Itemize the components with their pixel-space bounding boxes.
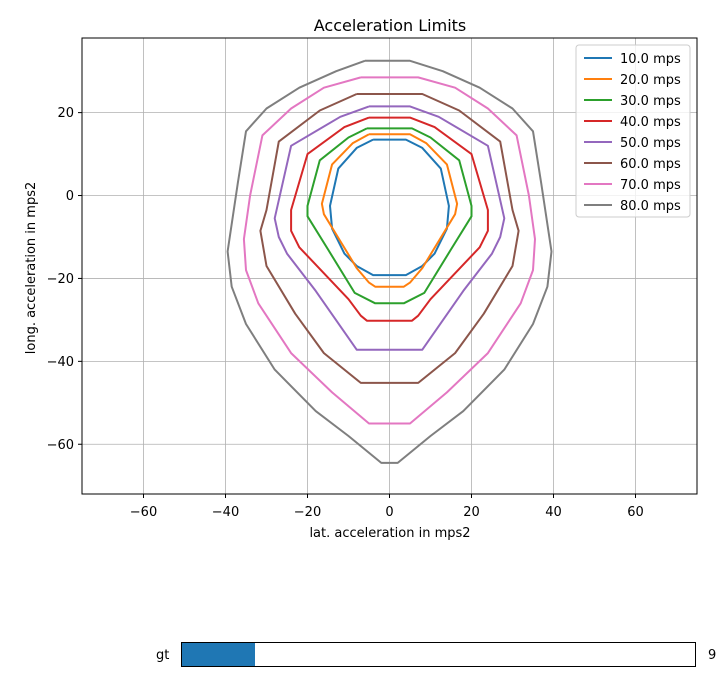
x-tick-label: −20 — [294, 505, 321, 520]
slider-label: gt — [156, 648, 170, 663]
gt-slider[interactable]: gt 9 — [0, 630, 724, 675]
series-line — [306, 127, 473, 305]
legend-label: 20.0 mps — [620, 73, 681, 88]
series-line — [290, 116, 489, 322]
y-axis-ticks: −60 −40 −20 0 20 — [47, 106, 82, 453]
chart-title: Acceleration Limits — [314, 16, 467, 35]
legend-label: 10.0 mps — [620, 52, 681, 67]
legend-label: 70.0 mps — [620, 178, 681, 193]
slider-value: 9 — [708, 648, 717, 663]
legend-label: 40.0 mps — [620, 115, 681, 130]
slider-track[interactable] — [181, 642, 696, 667]
y-tick-label: 20 — [57, 106, 74, 121]
y-axis-label: long. acceleration in mps2 — [24, 182, 39, 354]
x-tick-label: 20 — [463, 505, 480, 520]
slider-fill[interactable] — [182, 643, 256, 666]
legend-label: 30.0 mps — [620, 94, 681, 109]
y-tick-label: −60 — [47, 438, 74, 453]
x-axis-ticks: −60 −40 −20 0 20 40 60 — [130, 494, 644, 520]
y-tick-label: −20 — [47, 272, 74, 287]
series-line — [259, 93, 520, 384]
acceleration-limits-chart: Acceleration Limits −60 −40 −20 0 20 40 60 −60… — [24, 16, 698, 541]
legend-label: 50.0 mps — [620, 136, 681, 151]
series-line — [226, 59, 553, 464]
legend-box — [575, 44, 691, 218]
x-tick-label: 60 — [627, 505, 644, 520]
series-lines — [226, 59, 553, 464]
x-tick-label: 0 — [385, 505, 393, 520]
x-tick-label: −60 — [130, 505, 157, 520]
y-tick-label: 0 — [66, 189, 74, 204]
x-axis-label: lat. acceleration in mps2 — [309, 526, 470, 541]
y-tick-label: −40 — [47, 355, 74, 370]
series-line — [329, 138, 450, 277]
series-line — [242, 76, 536, 425]
x-tick-label: 40 — [545, 505, 562, 520]
x-tick-label: −40 — [212, 505, 239, 520]
legend-label: 60.0 mps — [620, 157, 681, 172]
legend: 10.0 mps 20.0 mps 30.0 mps 40.0 mps 50.0 mps… — [575, 44, 691, 218]
legend-label: 80.0 mps — [620, 199, 681, 214]
series-line — [320, 133, 459, 288]
grid-lines — [82, 38, 697, 494]
series-line — [273, 105, 506, 351]
